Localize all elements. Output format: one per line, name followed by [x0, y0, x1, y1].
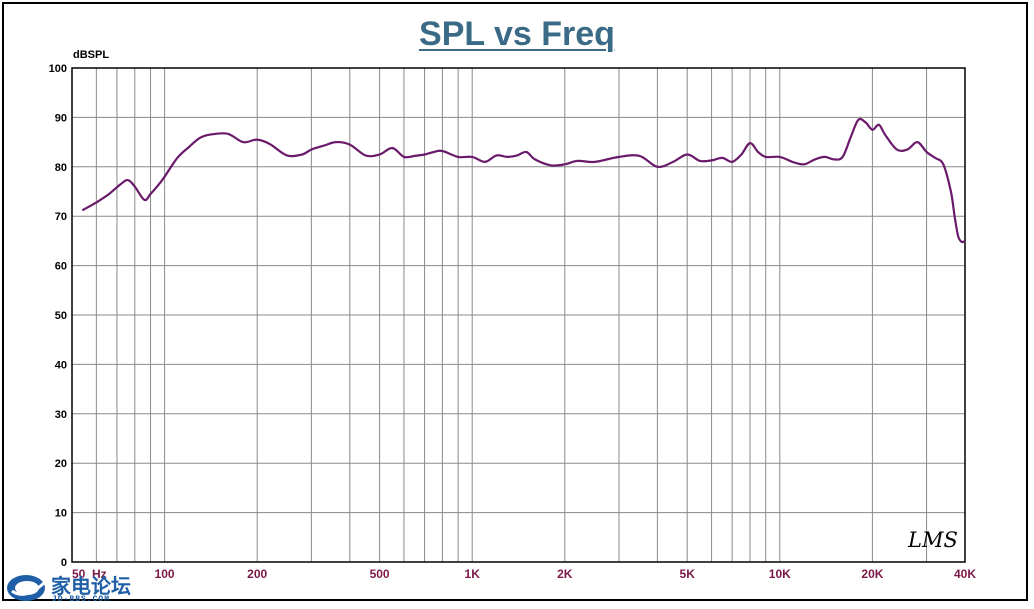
y-axis-label: dBSPL: [73, 49, 110, 61]
x-tick-label: 100: [155, 567, 175, 581]
x-tick-label: 5K: [680, 567, 696, 581]
x-tick-label: 20K: [861, 567, 883, 581]
y-tick-label: 10: [55, 508, 67, 520]
y-tick-label: 30: [55, 409, 67, 421]
y-tick-label: 100: [49, 63, 67, 75]
y-tick-label: 60: [55, 261, 67, 273]
plot-border: [71, 67, 966, 563]
lms-signature: LMS: [908, 528, 958, 552]
y-tick-label: 0: [61, 557, 67, 569]
x-tick-label: 50 Hz: [72, 567, 107, 581]
y-tick-label: 80: [55, 162, 67, 174]
y-tick-label: 20: [55, 458, 67, 470]
chart-frame: [2, 2, 1028, 601]
y-tick-labels: 0 10 20 30 40 50 60 70 80 90 100: [49, 63, 67, 569]
x-tick-label: 40K: [954, 567, 976, 581]
watermark-logo: 家电论坛 JD-BBS.COM: [6, 571, 131, 607]
x-tick-label: 500: [370, 567, 390, 581]
y-tick-label: 70: [55, 211, 67, 223]
watermark-subtext: JD-BBS.COM: [52, 595, 111, 604]
series-line-spl: [81, 117, 966, 244]
watermark-text: 家电论坛: [51, 574, 131, 598]
y-tick-label: 40: [55, 359, 67, 371]
x-tick-label: 10K: [769, 567, 791, 581]
y-tick-label: 50: [55, 310, 67, 322]
grid-lines: [71, 67, 966, 563]
x-tick-label: 200: [247, 567, 267, 581]
x-tick-labels: 50 Hz 100 200 500 1K 2K 5K 10K 20K 40K: [72, 567, 976, 581]
x-tick-label: 2K: [557, 567, 573, 581]
watermark-icon: [7, 575, 48, 601]
x-tick-label: 1K: [465, 567, 481, 581]
y-tick-label: 90: [55, 112, 67, 124]
chart-title: SPL vs Freq: [419, 15, 615, 53]
